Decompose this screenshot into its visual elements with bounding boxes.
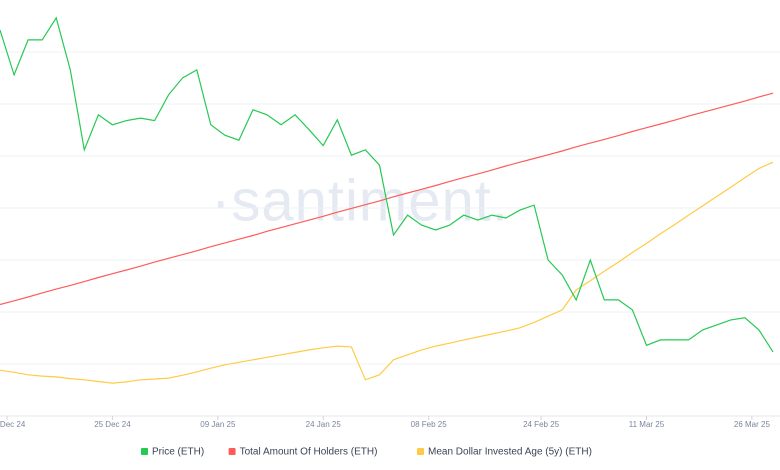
x-tick-label: 24 Feb 25 <box>523 420 560 429</box>
x-tick-label: 25 Dec 24 <box>94 420 131 429</box>
x-tick-label: 24 Jan 25 <box>306 420 342 429</box>
legend-swatch <box>228 448 236 455</box>
legend-label: Price (ETH) <box>152 447 204 458</box>
series-line <box>0 16 774 353</box>
legend-swatch <box>141 448 148 455</box>
series-line <box>0 161 774 384</box>
x-tick-label: 08 Feb 25 <box>411 420 448 429</box>
x-tick-label: 10 Dec 24 <box>0 420 26 429</box>
x-tick-label: 26 Mar 25 <box>734 420 771 429</box>
x-tick-label: 11 Mar 25 <box>629 420 665 429</box>
legend-label: Total Amount Of Holders (ETH) <box>240 447 378 458</box>
legend-label: Mean Dollar Invested Age (5y) (ETH) <box>428 447 592 458</box>
x-tick-label: 09 Jan 25 <box>200 420 236 429</box>
legend-swatch <box>417 448 424 455</box>
